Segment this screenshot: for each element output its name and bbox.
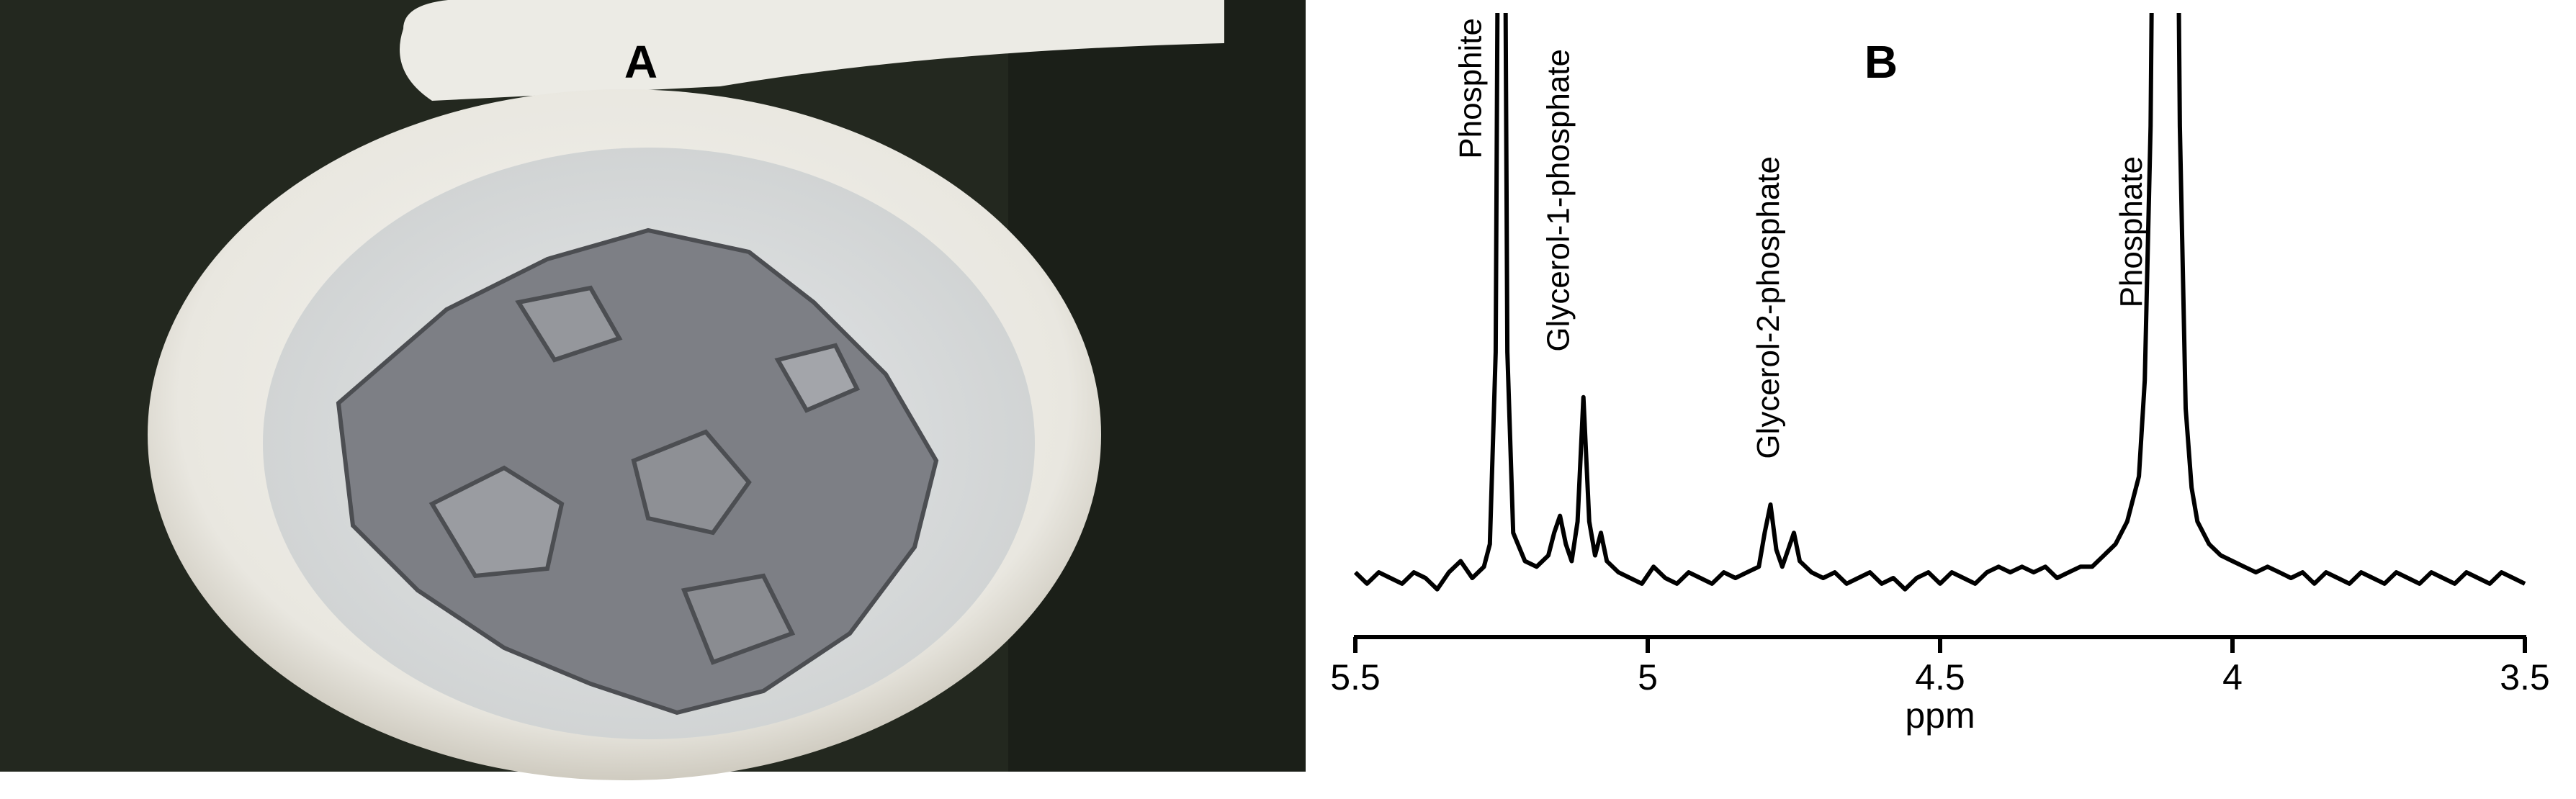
x-axis-label: ppm [1905,695,1975,736]
metal-pieces [336,227,939,716]
metal-piece [515,285,623,363]
peak-label: Glycerol-1-phosphate [1540,49,1576,352]
x-tick-label: 5 [1638,657,1658,698]
peak-label: Glycerol-2-phosphate [1751,156,1786,459]
x-tick-label: 4 [2222,657,2243,698]
x-tick-label: 5.5 [1330,657,1381,698]
plot-area [1353,13,2526,592]
metal-piece [631,429,752,536]
spectrum-line [1353,13,2526,592]
panel-label: B [1864,36,1898,88]
metal-piece [428,465,565,579]
x-tick-label: 4.5 [1915,657,1965,698]
panel-label: A [624,36,658,88]
metal-piece [774,343,861,413]
x-tick-label: 3.5 [2500,657,2550,698]
photo: A [0,0,1306,780]
metal-piece [681,573,796,665]
pestle [400,0,1224,101]
peak-label: Phosphite [1453,18,1489,159]
peak-label: Phosphate [2114,156,2149,307]
